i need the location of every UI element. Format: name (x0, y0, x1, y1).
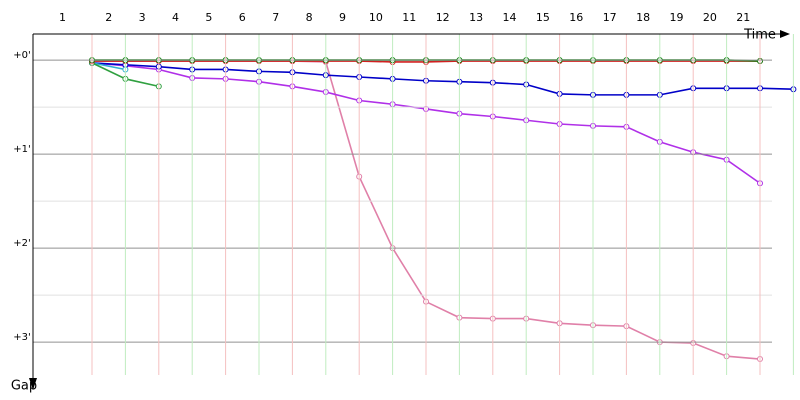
y-tick-label: +3' (13, 332, 31, 343)
x-tick-label: 17 (603, 11, 617, 24)
x-tick-label: 18 (636, 11, 650, 24)
y-arrow (29, 378, 37, 390)
x-tick-label: 11 (402, 11, 416, 24)
y-tick-label: +1' (13, 144, 31, 155)
x-axis-label: Time (743, 28, 776, 43)
x-tick-label: 3 (139, 11, 146, 24)
x-tick-label: 8 (306, 11, 313, 24)
x-tick-label: 2 (105, 11, 112, 24)
x-tick-label: 14 (503, 11, 517, 24)
series-line (91, 62, 126, 71)
x-tick-label: 21 (736, 11, 750, 24)
series-line (91, 62, 794, 96)
x-tick-label: 19 (670, 11, 684, 24)
x-tick-label: 5 (205, 11, 212, 24)
x-tick-label: 12 (436, 11, 450, 24)
x-tick-label: 1 (59, 11, 66, 24)
x-tick-label: 10 (369, 11, 383, 24)
x-tick-label: 6 (239, 11, 246, 24)
x-tick-label: 13 (469, 11, 483, 24)
x-tick-label: 9 (339, 11, 346, 24)
y-axis-label: Gap (11, 379, 37, 394)
x-arrow (780, 30, 790, 38)
y-tick-label: +2' (13, 238, 31, 249)
x-tick-label: 15 (536, 11, 550, 24)
y-tick-label: +0' (13, 50, 31, 61)
x-tick-label: 16 (569, 11, 583, 24)
x-tick-label: 20 (703, 11, 717, 24)
x-tick-label: 4 (172, 11, 179, 24)
x-tick-label: 7 (272, 11, 279, 24)
